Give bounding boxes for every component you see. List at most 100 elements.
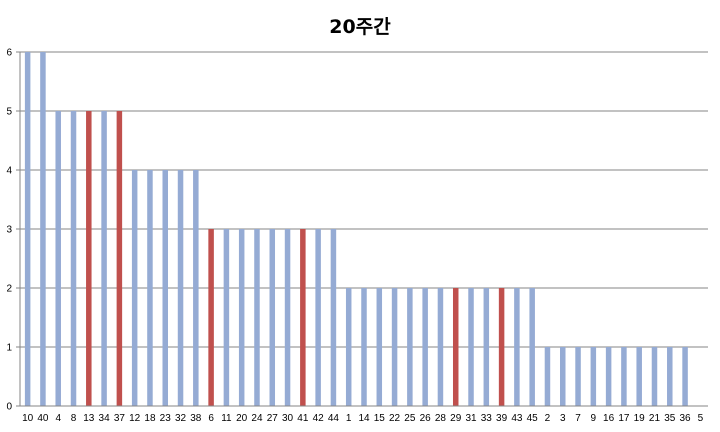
bar-22	[391, 288, 398, 406]
x-tick-label: 28	[435, 413, 447, 424]
bar-2	[544, 347, 551, 406]
bar-45	[529, 288, 535, 406]
x-tick-label: 12	[129, 413, 141, 424]
x-tick-label: 45	[527, 413, 539, 424]
y-tick-label: 0	[6, 402, 12, 413]
x-tick-label: 39	[496, 413, 508, 424]
x-tick-label: 15	[374, 413, 386, 424]
x-tick-label: 20	[236, 413, 248, 424]
x-tick-label: 21	[649, 413, 661, 424]
bar-20	[238, 229, 245, 406]
x-tick-label: 22	[389, 413, 401, 424]
x-tick-label: 44	[328, 413, 340, 424]
bar-4	[55, 111, 61, 406]
bar-11	[223, 229, 230, 406]
bar-6	[208, 229, 214, 406]
bar-27	[269, 229, 276, 406]
x-tick-label: 38	[190, 413, 202, 424]
y-tick-label: 5	[6, 107, 12, 118]
chart-title: 20주간	[329, 16, 391, 38]
x-tick-label: 42	[313, 413, 325, 424]
bar-24	[254, 229, 260, 406]
bar-38	[193, 170, 199, 406]
bar-26	[422, 288, 428, 406]
x-tick-label: 27	[267, 413, 279, 424]
bar-9	[590, 347, 597, 406]
x-tick-label: 37	[114, 413, 126, 424]
x-tick-label: 5	[698, 413, 704, 424]
bar-10	[24, 52, 31, 406]
x-tick-label: 17	[618, 413, 630, 424]
bar-15	[376, 288, 383, 406]
bar-37	[116, 111, 123, 406]
x-tick-label: 41	[297, 413, 309, 424]
bar-14	[361, 288, 367, 406]
x-tick-label: 3	[560, 413, 566, 424]
bars	[24, 52, 688, 406]
bar-8	[70, 111, 77, 406]
bar-25	[407, 288, 413, 406]
bar-18	[147, 170, 153, 406]
bar-32	[177, 170, 184, 406]
x-tick-label: 10	[22, 413, 34, 424]
bar-17	[621, 347, 627, 406]
bar-28	[437, 288, 444, 406]
bar-31	[468, 288, 474, 406]
bar-42	[315, 229, 321, 406]
x-tick-label: 8	[71, 413, 77, 424]
x-tick-label: 23	[160, 413, 172, 424]
x-tick-label: 29	[450, 413, 462, 424]
y-tick-label: 4	[6, 166, 12, 177]
bar-3	[560, 347, 566, 406]
bar-39	[498, 288, 505, 406]
x-tick-label: 7	[575, 413, 581, 424]
bar-19	[636, 347, 642, 406]
x-tick-label: 9	[591, 413, 597, 424]
bar-23	[162, 170, 168, 406]
x-tick-label: 1	[346, 413, 352, 424]
x-tick-label: 31	[465, 413, 477, 424]
bar-21	[651, 347, 658, 406]
y-tick-label: 6	[6, 48, 12, 59]
x-tick-label: 35	[664, 413, 676, 424]
bar-16	[605, 347, 612, 406]
x-tick-label: 24	[251, 413, 263, 424]
bar-13	[86, 111, 92, 406]
bar-43	[514, 288, 520, 406]
x-tick-label: 25	[404, 413, 416, 424]
x-tick-label: 4	[55, 413, 61, 424]
bar-35	[667, 347, 673, 406]
bar-40	[40, 52, 46, 406]
bar-7	[575, 347, 581, 406]
bar-36	[682, 347, 688, 406]
bar-30	[284, 229, 291, 406]
x-tick-label: 13	[83, 413, 95, 424]
bar-12	[131, 170, 138, 406]
x-tick-label: 32	[175, 413, 187, 424]
bar-1	[345, 288, 352, 406]
x-tick-label: 18	[144, 413, 156, 424]
bar-33	[483, 288, 490, 406]
x-tick-label: 19	[634, 413, 646, 424]
x-tick-label: 6	[208, 413, 214, 424]
x-tick-label: 36	[680, 413, 692, 424]
bar-44	[330, 229, 337, 406]
x-tick-label: 11	[221, 413, 232, 424]
bar-34	[101, 111, 107, 406]
x-tick-label: 30	[282, 413, 294, 424]
x-tick-label: 2	[545, 413, 551, 424]
x-tick-label: 33	[481, 413, 493, 424]
x-tick-label: 43	[511, 413, 523, 424]
x-tick-label: 26	[420, 413, 432, 424]
y-tick-label: 3	[6, 225, 12, 236]
y-tick-label: 1	[6, 343, 12, 354]
bar-41	[300, 229, 306, 406]
y-tick-label: 2	[6, 284, 12, 295]
axes	[16, 51, 708, 407]
x-tick-label: 34	[99, 413, 111, 424]
x-tick-label: 16	[603, 413, 615, 424]
bar-29	[452, 288, 459, 406]
